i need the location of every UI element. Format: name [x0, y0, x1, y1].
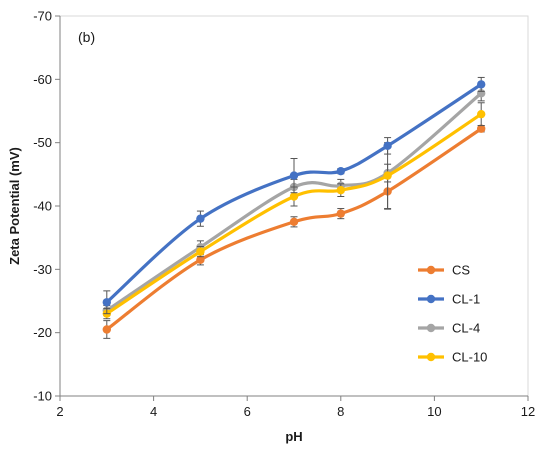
x-tick-label: 6	[244, 404, 251, 419]
series-layer	[102, 76, 486, 339]
data-point	[289, 171, 299, 180]
x-tick-labels: 2 4 6 8 10 12	[56, 396, 535, 419]
legend-marker	[426, 323, 436, 333]
x-tick-label: 4	[150, 404, 157, 419]
legend-item-cl-10: CL-10	[418, 350, 487, 365]
data-point	[289, 192, 299, 201]
x-axis-title: pH	[285, 429, 302, 444]
y-tick-labels: -10 -20 -30 -40 -50 -60 -70	[33, 9, 60, 404]
legend-label: CL-1	[452, 292, 480, 307]
y-tick-label: -30	[33, 262, 52, 277]
x-tick-label: 2	[56, 404, 63, 419]
y-tick-label: -70	[33, 9, 52, 24]
data-point	[196, 214, 205, 223]
series-cs	[102, 124, 486, 339]
data-point	[477, 109, 486, 119]
y-tick-label: -20	[33, 325, 52, 340]
legend-item-cl-1: CL-1	[418, 292, 480, 307]
y-tick-label: -40	[33, 199, 52, 214]
y-tick-label: -60	[33, 72, 52, 87]
x-tick-label: 12	[521, 404, 535, 419]
data-point	[477, 80, 486, 89]
legend-item-cs: CS	[418, 263, 470, 278]
x-tick-label: 8	[337, 404, 344, 419]
data-point	[196, 247, 205, 256]
data-point	[336, 166, 345, 176]
legend: CS CL-1 CL-4 CL-10	[418, 263, 487, 365]
data-point	[102, 298, 112, 307]
legend-label: CL-4	[452, 321, 480, 336]
y-axis-title: Zeta Potential (mV)	[7, 147, 22, 265]
data-point	[477, 124, 486, 133]
x-tick-label: 10	[427, 404, 441, 419]
y-tick-label: -50	[33, 135, 52, 150]
legend-item-cl-4: CL-4	[418, 321, 480, 336]
legend-marker	[426, 294, 436, 304]
legend-label: CS	[452, 263, 470, 278]
data-point	[336, 209, 345, 218]
data-point	[336, 185, 345, 195]
series-line	[105, 127, 483, 332]
series-line	[105, 82, 483, 304]
panel-label: (b)	[78, 29, 95, 45]
data-point	[383, 141, 392, 151]
legend-marker	[426, 265, 436, 275]
legend-marker	[426, 352, 436, 362]
data-point	[289, 217, 299, 227]
legend-label: CL-10	[452, 350, 487, 365]
series-line	[105, 112, 483, 316]
data-point	[102, 325, 112, 334]
data-point	[383, 171, 392, 180]
data-point	[196, 255, 205, 265]
y-tick-label: -10	[33, 389, 52, 404]
series-line	[105, 91, 483, 313]
series-cl-1	[102, 76, 486, 315]
